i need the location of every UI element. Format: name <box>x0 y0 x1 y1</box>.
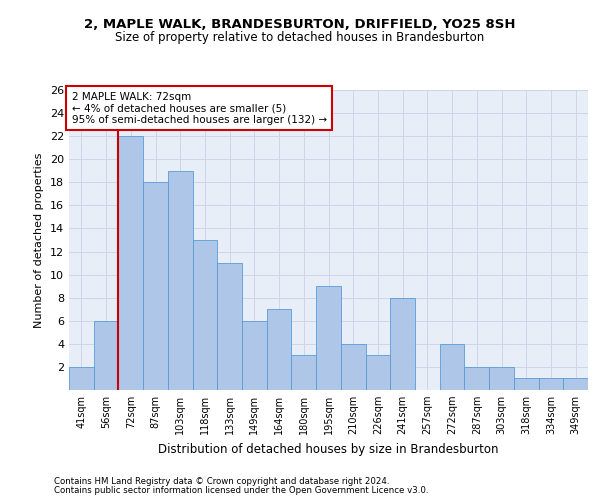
Bar <box>365 356 390 390</box>
Bar <box>267 309 292 390</box>
Bar <box>539 378 563 390</box>
Text: Contains public sector information licensed under the Open Government Licence v3: Contains public sector information licen… <box>54 486 428 495</box>
Bar <box>292 356 316 390</box>
Bar <box>118 136 143 390</box>
Bar <box>563 378 588 390</box>
Bar <box>316 286 341 390</box>
Bar <box>341 344 365 390</box>
Text: Size of property relative to detached houses in Brandesburton: Size of property relative to detached ho… <box>115 31 485 44</box>
Bar <box>390 298 415 390</box>
Bar <box>489 367 514 390</box>
Bar <box>464 367 489 390</box>
Bar <box>168 171 193 390</box>
Bar <box>193 240 217 390</box>
Bar <box>69 367 94 390</box>
Y-axis label: Number of detached properties: Number of detached properties <box>34 152 44 328</box>
Bar <box>217 263 242 390</box>
Text: 2, MAPLE WALK, BRANDESBURTON, DRIFFIELD, YO25 8SH: 2, MAPLE WALK, BRANDESBURTON, DRIFFIELD,… <box>84 18 516 30</box>
Bar <box>514 378 539 390</box>
Text: Contains HM Land Registry data © Crown copyright and database right 2024.: Contains HM Land Registry data © Crown c… <box>54 477 389 486</box>
Bar <box>94 321 118 390</box>
Bar <box>440 344 464 390</box>
Bar <box>242 321 267 390</box>
X-axis label: Distribution of detached houses by size in Brandesburton: Distribution of detached houses by size … <box>158 442 499 456</box>
Bar <box>143 182 168 390</box>
Text: 2 MAPLE WALK: 72sqm
← 4% of detached houses are smaller (5)
95% of semi-detached: 2 MAPLE WALK: 72sqm ← 4% of detached hou… <box>71 92 327 124</box>
